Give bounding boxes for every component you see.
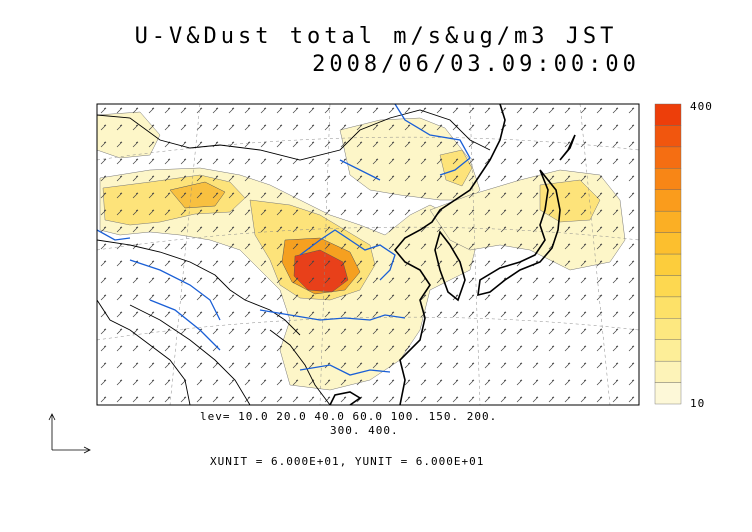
- colorbar-segment: [654, 103, 682, 126]
- contour-levels-line2: 300. 400.: [330, 424, 399, 437]
- colorbar-segment: [654, 253, 682, 276]
- colorbar-segment: [654, 168, 682, 190]
- wind-vector-field: [97, 104, 639, 405]
- reference-vector-axes: [48, 413, 91, 454]
- colorbar-segment: [654, 360, 682, 383]
- map-title-line2-datetime: 2008/06/03.09:00:00: [312, 52, 640, 77]
- colorbar-segment: [654, 125, 682, 148]
- colorbar-segment: [654, 210, 682, 233]
- colorbar-segment: [654, 318, 682, 340]
- colorbar-max-label: 400: [690, 100, 713, 113]
- colorbar-segment: [654, 339, 682, 362]
- colorbar-segment: [654, 382, 682, 405]
- colorbar: [654, 103, 682, 405]
- country-borders: [97, 109, 491, 405]
- coastlines: [329, 104, 576, 405]
- colorbar-segment: [654, 146, 682, 169]
- colorbar-segment: [654, 296, 682, 319]
- map-title-line1: U-V&Dust total m/s&ug/m3 JST: [134, 24, 618, 49]
- rivers: [97, 104, 471, 376]
- map-panel: [97, 104, 639, 405]
- map-frame: [96, 103, 640, 406]
- colorbar-segment: [654, 275, 682, 298]
- colorbar-segment: [654, 189, 682, 212]
- vector-units-label: XUNIT = 6.000E+01, YUNIT = 6.000E+01: [210, 455, 485, 468]
- contour-levels-line1: lev= 10.0 20.0 40.0 60.0 100. 150. 200.: [200, 410, 498, 423]
- colorbar-min-label: 10: [690, 397, 706, 410]
- graticule: [97, 104, 639, 405]
- colorbar-segment: [654, 232, 682, 255]
